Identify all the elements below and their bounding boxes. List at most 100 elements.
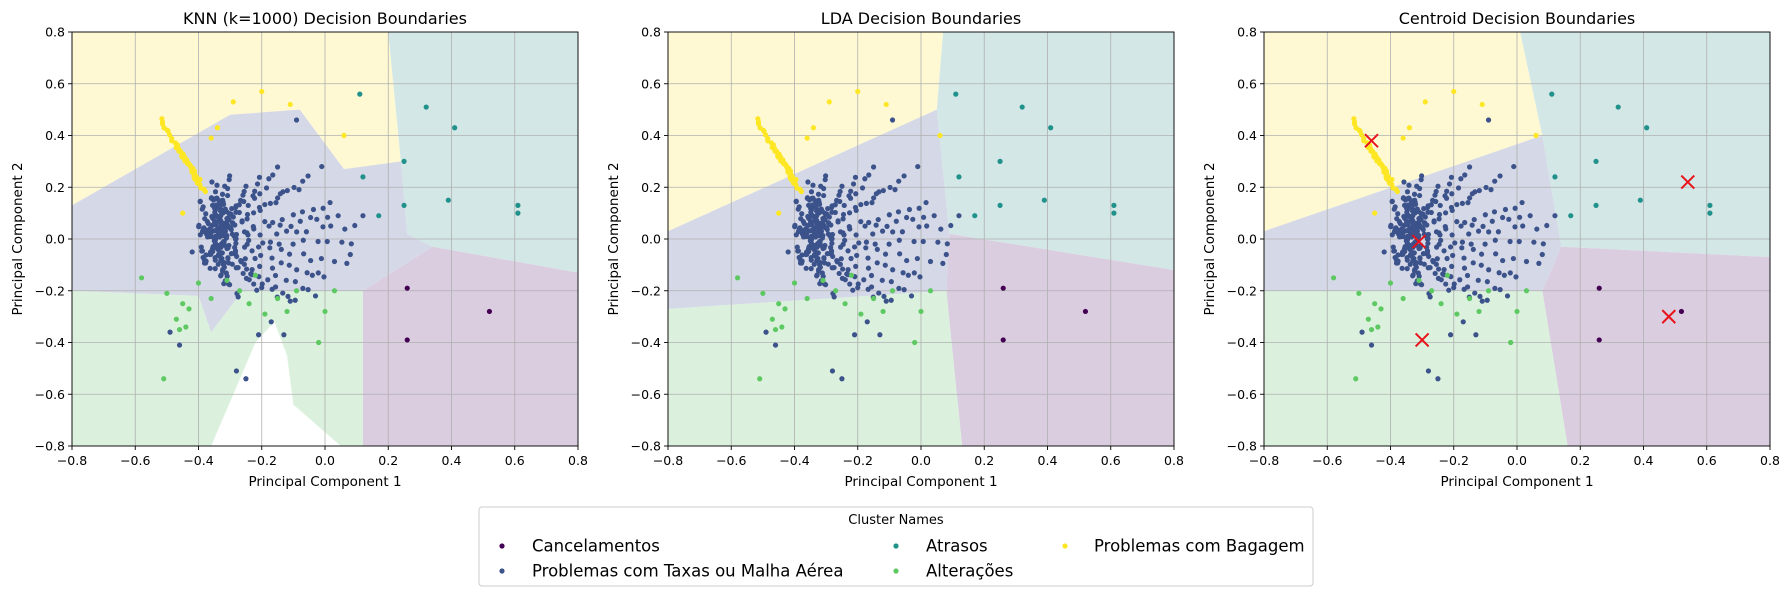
- x-tick-label: −0.8: [57, 453, 87, 468]
- point-problemas-com-taxas-ou-malha-aerea: [1461, 286, 1467, 292]
- point-alteracoes: [1523, 288, 1530, 294]
- point-problemas-com-taxas-ou-malha-aerea: [1511, 163, 1517, 170]
- point-problemas-com-taxas-ou-malha-aerea: [1417, 215, 1423, 221]
- point-problemas-com-taxas-ou-malha-aerea: [813, 253, 819, 260]
- point-problemas-com-taxas-ou-malha-aerea: [808, 209, 814, 216]
- point-problemas-com-taxas-ou-malha-aerea: [227, 173, 233, 179]
- point-problemas-com-bagagem: [755, 121, 762, 127]
- point-problemas-com-taxas-ou-malha-aerea: [251, 195, 258, 201]
- point-atrasos: [1041, 197, 1047, 203]
- point-problemas-com-taxas-ou-malha-aerea: [1406, 182, 1412, 188]
- point-problemas-com-taxas-ou-malha-aerea: [203, 260, 209, 266]
- point-cancelamentos: [404, 337, 410, 343]
- point-problemas-com-taxas-ou-malha-aerea: [1467, 195, 1473, 201]
- point-problemas-com-taxas-ou-malha-aerea: [1475, 228, 1482, 234]
- region-alteracoes: [72, 290, 363, 446]
- point-problemas-com-taxas-ou-malha-aerea: [1417, 192, 1423, 199]
- point-problemas-com-taxas-ou-malha-aerea: [1413, 259, 1420, 266]
- point-problemas-com-taxas-ou-malha-aerea: [861, 277, 867, 283]
- point-problemas-com-taxas-ou-malha-aerea: [808, 228, 814, 234]
- point-problemas-com-taxas-ou-malha-aerea: [1482, 241, 1488, 247]
- point-problemas-com-taxas-ou-malha-aerea: [881, 293, 887, 300]
- point-problemas-com-taxas-ou-malha-aerea: [1438, 237, 1444, 243]
- point-cancelamentos: [1678, 308, 1685, 315]
- point-problemas-com-taxas-ou-malha-aerea: [855, 285, 861, 291]
- point-alteracoes: [1400, 295, 1406, 302]
- point-problemas-com-taxas-ou-malha-aerea: [1402, 222, 1409, 228]
- point-problemas-com-taxas-ou-malha-aerea: [870, 164, 877, 170]
- point-problemas-com-taxas-ou-malha-aerea: [198, 244, 204, 250]
- point-problemas-com-taxas-ou-malha-aerea: [1443, 195, 1450, 201]
- point-problemas-com-taxas-ou-malha-aerea: [1450, 252, 1456, 259]
- point-problemas-com-taxas-ou-malha-aerea: [335, 213, 341, 219]
- point-problemas-com-taxas-ou-malha-aerea: [344, 260, 350, 266]
- point-problemas-com-taxas-ou-malha-aerea: [218, 200, 224, 206]
- point-problemas-com-taxas-ou-malha-aerea: [241, 198, 247, 205]
- point-problemas-com-taxas-ou-malha-aerea: [233, 368, 240, 374]
- point-problemas-com-taxas-ou-malha-aerea: [1404, 240, 1411, 246]
- point-problemas-com-taxas-ou-malha-aerea: [1424, 204, 1431, 211]
- point-problemas-com-taxas-ou-malha-aerea: [821, 192, 827, 199]
- point-problemas-com-taxas-ou-malha-aerea: [1512, 205, 1518, 211]
- point-problemas-com-taxas-ou-malha-aerea: [884, 223, 890, 229]
- point-problemas-com-taxas-ou-malha-aerea: [820, 245, 826, 252]
- point-problemas-com-bagagem: [826, 99, 832, 105]
- data-points: [138, 88, 521, 382]
- point-problemas-com-taxas-ou-malha-aerea: [221, 259, 228, 266]
- point-problemas-com-taxas-ou-malha-aerea: [251, 281, 257, 287]
- point-problemas-com-taxas-ou-malha-aerea: [1438, 277, 1444, 283]
- point-problemas-com-taxas-ou-malha-aerea: [327, 199, 333, 206]
- point-problemas-com-taxas-ou-malha-aerea: [817, 281, 823, 287]
- point-problemas-com-taxas-ou-malha-aerea: [828, 204, 835, 211]
- point-problemas-com-taxas-ou-malha-aerea: [1472, 290, 1478, 296]
- point-problemas-com-taxas-ou-malha-aerea: [916, 205, 922, 211]
- point-problemas-com-taxas-ou-malha-aerea: [836, 270, 842, 277]
- point-problemas-com-taxas-ou-malha-aerea: [815, 191, 822, 197]
- point-problemas-com-taxas-ou-malha-aerea: [1442, 210, 1449, 216]
- legend-label: Cancelamentos: [532, 537, 660, 556]
- legend-label: Problemas com Bagagem: [1094, 537, 1305, 556]
- point-problemas-com-taxas-ou-malha-aerea: [315, 238, 321, 245]
- point-alteracoes: [1365, 316, 1371, 322]
- point-alteracoes: [927, 288, 934, 294]
- point-problemas-com-taxas-ou-malha-aerea: [221, 281, 227, 287]
- point-problemas-com-taxas-ou-malha-aerea: [249, 248, 255, 254]
- point-problemas-com-taxas-ou-malha-aerea: [328, 223, 334, 229]
- point-problemas-com-taxas-ou-malha-aerea: [804, 195, 810, 201]
- point-problemas-com-taxas-ou-malha-aerea: [215, 261, 221, 267]
- point-problemas-com-taxas-ou-malha-aerea: [279, 216, 285, 223]
- subplot-lda: −0.8 −0.6 −0.4 −0.2 0.0 0.2 0.4 0.6 0.8 −0.8 −0.6…: [606, 9, 1184, 490]
- point-problemas-com-taxas-ou-malha-aerea: [305, 173, 311, 179]
- point-atrasos: [972, 213, 978, 219]
- point-problemas-com-taxas-ou-malha-aerea: [320, 224, 326, 230]
- y-tick-label: 0.6: [641, 76, 661, 91]
- x-tick-label: 0.2: [378, 453, 398, 468]
- point-problemas-com-taxas-ou-malha-aerea: [1394, 216, 1400, 222]
- centroid-x-marker: [1364, 133, 1379, 148]
- point-problemas-com-taxas-ou-malha-aerea: [847, 281, 853, 287]
- region-problemas-com-bagagem: [1264, 32, 1543, 232]
- point-problemas-com-taxas-ou-malha-aerea: [291, 184, 297, 191]
- point-problemas-com-taxas-ou-malha-aerea: [288, 223, 294, 229]
- point-alteracoes: [208, 295, 214, 302]
- legend-marker: [893, 543, 899, 549]
- point-problemas-com-bagagem: [180, 210, 186, 216]
- x-tick-label: 0.2: [974, 453, 994, 468]
- y-tick-label: −0.8: [35, 439, 65, 454]
- point-problemas-com-taxas-ou-malha-aerea: [853, 232, 859, 238]
- point-problemas-com-bagagem: [159, 121, 166, 127]
- point-problemas-com-taxas-ou-malha-aerea: [1437, 232, 1443, 238]
- point-problemas-com-taxas-ou-malha-aerea: [300, 285, 306, 291]
- point-problemas-com-taxas-ou-malha-aerea: [259, 285, 265, 291]
- legend-label: Alterações: [926, 562, 1013, 581]
- point-problemas-com-taxas-ou-malha-aerea: [1425, 240, 1431, 246]
- x-tick-label: 0.0: [911, 453, 931, 468]
- y-tick-label: 0.6: [1237, 76, 1257, 91]
- point-problemas-com-taxas-ou-malha-aerea: [896, 178, 902, 184]
- point-problemas-com-taxas-ou-malha-aerea: [275, 195, 281, 201]
- point-problemas-com-taxas-ou-malha-aerea: [200, 204, 206, 210]
- point-problemas-com-taxas-ou-malha-aerea: [290, 241, 296, 247]
- point-problemas-com-taxas-ou-malha-aerea: [845, 267, 851, 273]
- point-problemas-com-taxas-ou-malha-aerea: [283, 277, 289, 283]
- point-problemas-com-taxas-ou-malha-aerea: [1418, 177, 1424, 183]
